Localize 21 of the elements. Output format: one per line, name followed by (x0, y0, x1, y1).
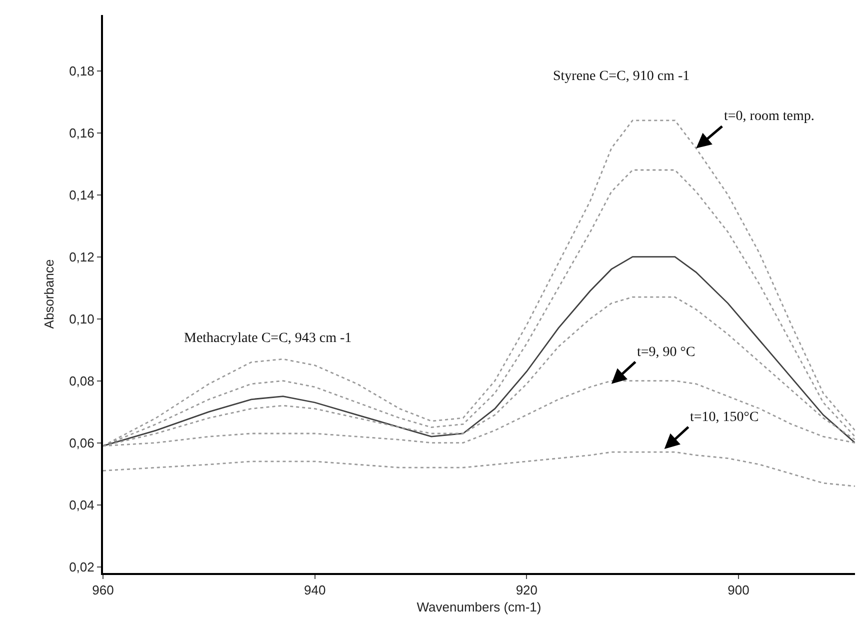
annotation: t=9, 90 °C (637, 345, 696, 360)
y-tick-label: 0,04 (69, 497, 94, 512)
x-tick-label: 920 (516, 582, 538, 598)
x-axis-title: Wavenumbers (cm-1) (416, 600, 542, 615)
line-series (103, 451, 855, 487)
y-tick-label: 0,02 (69, 559, 94, 574)
y-tick-label: 0,08 (69, 373, 94, 388)
x-tick-label: 940 (304, 582, 326, 598)
annotation: t=10, 150°C (690, 410, 759, 425)
y-tick-label: 0,06 (69, 435, 94, 450)
x-tick-label: 960 (92, 582, 114, 598)
y-tick-label: 0,12 (69, 249, 94, 264)
y-tick-label: 0,14 (69, 187, 94, 202)
y-axis-title: Absorbance (42, 259, 57, 329)
y-tick-label: 0,18 (69, 63, 94, 78)
annotation: t=0, room temp. (724, 109, 814, 124)
y-tick-label: 0,10 (69, 311, 94, 326)
x-tick-label: 900 (728, 582, 750, 598)
annotation: Styrene C=C, 910 cm -1 (553, 69, 690, 84)
y-tick-label: 0,16 (69, 125, 94, 140)
annotation: Methacrylate C=C, 943 cm -1 (184, 331, 352, 346)
